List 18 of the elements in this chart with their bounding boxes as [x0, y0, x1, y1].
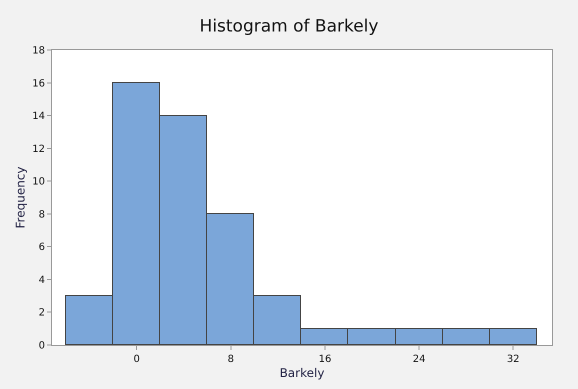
x-axis-title: Barkely [280, 366, 324, 380]
y-tick-label: 18 [32, 46, 45, 56]
y-tick-label: 8 [38, 209, 45, 220]
x-tick-label: 8 [228, 354, 234, 365]
y-tick-label: 4 [38, 274, 45, 286]
x-tick-label: 24 [412, 354, 426, 365]
y-tick-label: 12 [32, 144, 45, 155]
y-tick-label: 6 [38, 242, 45, 254]
x-tick-label: 32 [506, 354, 520, 365]
y-axis-title: Frequency [14, 166, 28, 228]
y-tick-label: 2 [38, 308, 45, 319]
y-tick-label: 14 [32, 111, 45, 122]
x-tick-label: 0 [134, 354, 140, 365]
chart-title: Histogram of Barkely [200, 16, 378, 36]
y-tick-label: 0 [38, 340, 45, 352]
x-tick-label: 16 [318, 354, 332, 365]
y-tick-label: 16 [32, 78, 45, 90]
y-tick-label: 10 [32, 176, 45, 188]
